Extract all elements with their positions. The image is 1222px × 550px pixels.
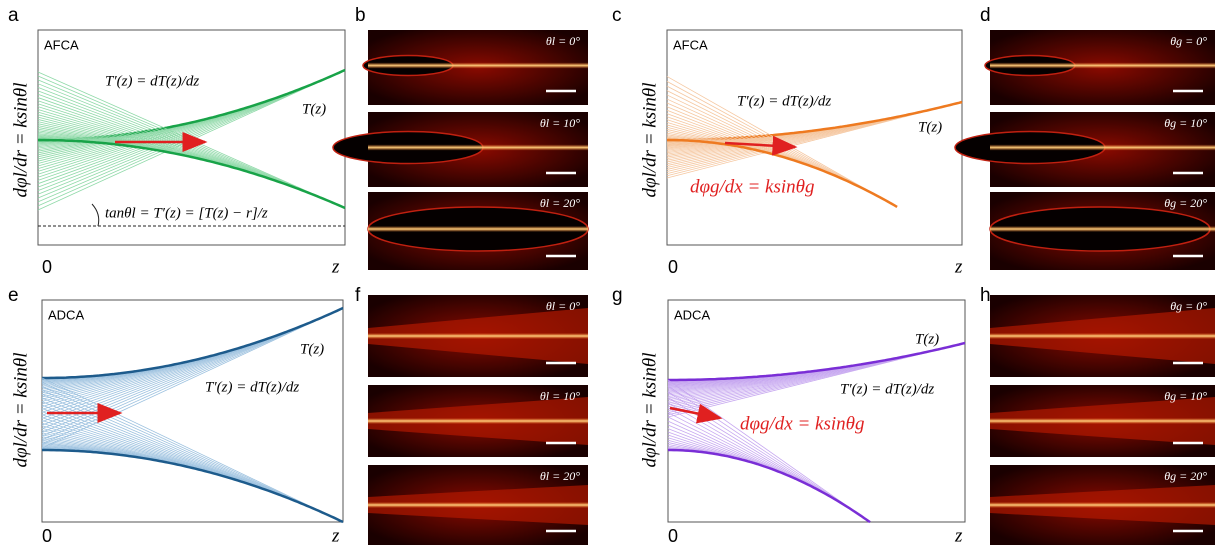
beam <box>990 502 1215 508</box>
fan-line <box>37 83 318 197</box>
beam <box>368 333 588 339</box>
x-origin: 0 <box>668 257 678 277</box>
image-label: θl = 20° <box>540 469 580 483</box>
plot-frame <box>41 299 344 523</box>
fan-line <box>37 86 309 194</box>
envelope-curve <box>667 138 898 208</box>
fan-line <box>41 401 289 499</box>
panel-letter: f <box>355 285 361 306</box>
method-label: ADCA <box>674 307 710 322</box>
beam <box>368 144 588 151</box>
fan-line <box>41 390 317 510</box>
image-label: θg = 20° <box>1164 196 1207 210</box>
beam <box>368 418 588 424</box>
fan-line <box>37 79 327 201</box>
beam <box>368 62 588 69</box>
beam <box>368 502 588 508</box>
x-axis-label: z <box>331 525 340 546</box>
annotation: T′(z) = dT(z)/dz <box>840 381 934 397</box>
angle-arc <box>91 203 100 227</box>
panel-letter: d <box>980 5 991 26</box>
image-label: θl = 20° <box>540 196 580 210</box>
annotation: T(z) <box>302 101 326 117</box>
fan-line <box>41 381 335 519</box>
fan-line <box>41 315 326 441</box>
panel-letter: b <box>355 5 366 26</box>
beam <box>990 333 1215 339</box>
arrow <box>724 135 798 156</box>
image-label: θl = 10° <box>540 389 580 403</box>
annotation: T(z) <box>918 119 942 135</box>
fan-line <box>41 330 289 426</box>
beam <box>990 226 1215 232</box>
panel-letter: h <box>980 285 991 306</box>
y-axis-label: dφl/dr = ksinθl <box>10 82 31 197</box>
annotation: T′(z) = dT(z)/dz <box>737 93 831 109</box>
fan-line <box>41 386 326 514</box>
x-axis-label: z <box>954 525 963 546</box>
image-label: θl = 0° <box>546 299 580 313</box>
y-axis-label: dφl/dr = ksinθl <box>10 352 31 467</box>
image-label: θl = 10° <box>540 116 580 130</box>
panel-letter: e <box>8 285 19 306</box>
annotation: T(z) <box>915 331 939 347</box>
envelope-curve <box>668 341 966 382</box>
fan-line <box>41 307 344 449</box>
envelope-curve <box>42 448 344 524</box>
image-label: θl = 0° <box>546 34 580 48</box>
envelope-curve <box>668 448 871 524</box>
annotation: tanθl = T′(z) = [T(z) − r]/z <box>105 205 268 221</box>
fan-line <box>41 327 298 429</box>
panel-letter: c <box>612 5 622 26</box>
x-origin: 0 <box>668 526 678 546</box>
envelope-curve <box>667 100 963 142</box>
annotation: T(z) <box>300 341 324 357</box>
image-label: θg = 10° <box>1164 116 1207 130</box>
panel-letter: g <box>612 285 623 306</box>
x-origin: 0 <box>42 526 52 546</box>
fan-line <box>41 397 299 503</box>
annotation: dφg/dx = ksinθg <box>740 413 864 434</box>
x-axis-label: z <box>954 256 963 277</box>
envelope-curve <box>38 138 346 210</box>
fan-line <box>37 90 300 190</box>
x-origin: 0 <box>42 257 52 277</box>
beam <box>368 226 588 232</box>
fan-line <box>41 377 344 523</box>
method-label: AFCA <box>673 37 708 52</box>
annotation: T′(z) = dT(z)/dz <box>205 379 299 395</box>
fan-line <box>666 90 865 190</box>
beam <box>990 144 1215 151</box>
envelope-curve <box>42 306 344 380</box>
method-label: ADCA <box>48 307 84 322</box>
annotation: dφg/dx = ksinθg <box>690 176 814 197</box>
image-label: θg = 20° <box>1164 469 1207 483</box>
panel-letter: a <box>8 5 19 26</box>
x-axis-label: z <box>331 256 340 277</box>
arrow <box>669 403 723 424</box>
annotation: T′(z) = dT(z)/dz <box>105 73 199 89</box>
beam <box>990 62 1215 69</box>
fan-line <box>667 379 868 521</box>
beam <box>990 418 1215 424</box>
image-label: θg = 0° <box>1170 34 1207 48</box>
image-label: θg = 10° <box>1164 389 1207 403</box>
method-label: AFCA <box>44 37 79 52</box>
y-axis-label: dφl/dr = ksinθl <box>639 82 660 197</box>
fan-line <box>666 85 874 195</box>
fan-line <box>41 311 335 445</box>
y-axis-label: dφl/dr = ksinθl <box>639 352 660 467</box>
image-label: θg = 0° <box>1170 299 1207 313</box>
